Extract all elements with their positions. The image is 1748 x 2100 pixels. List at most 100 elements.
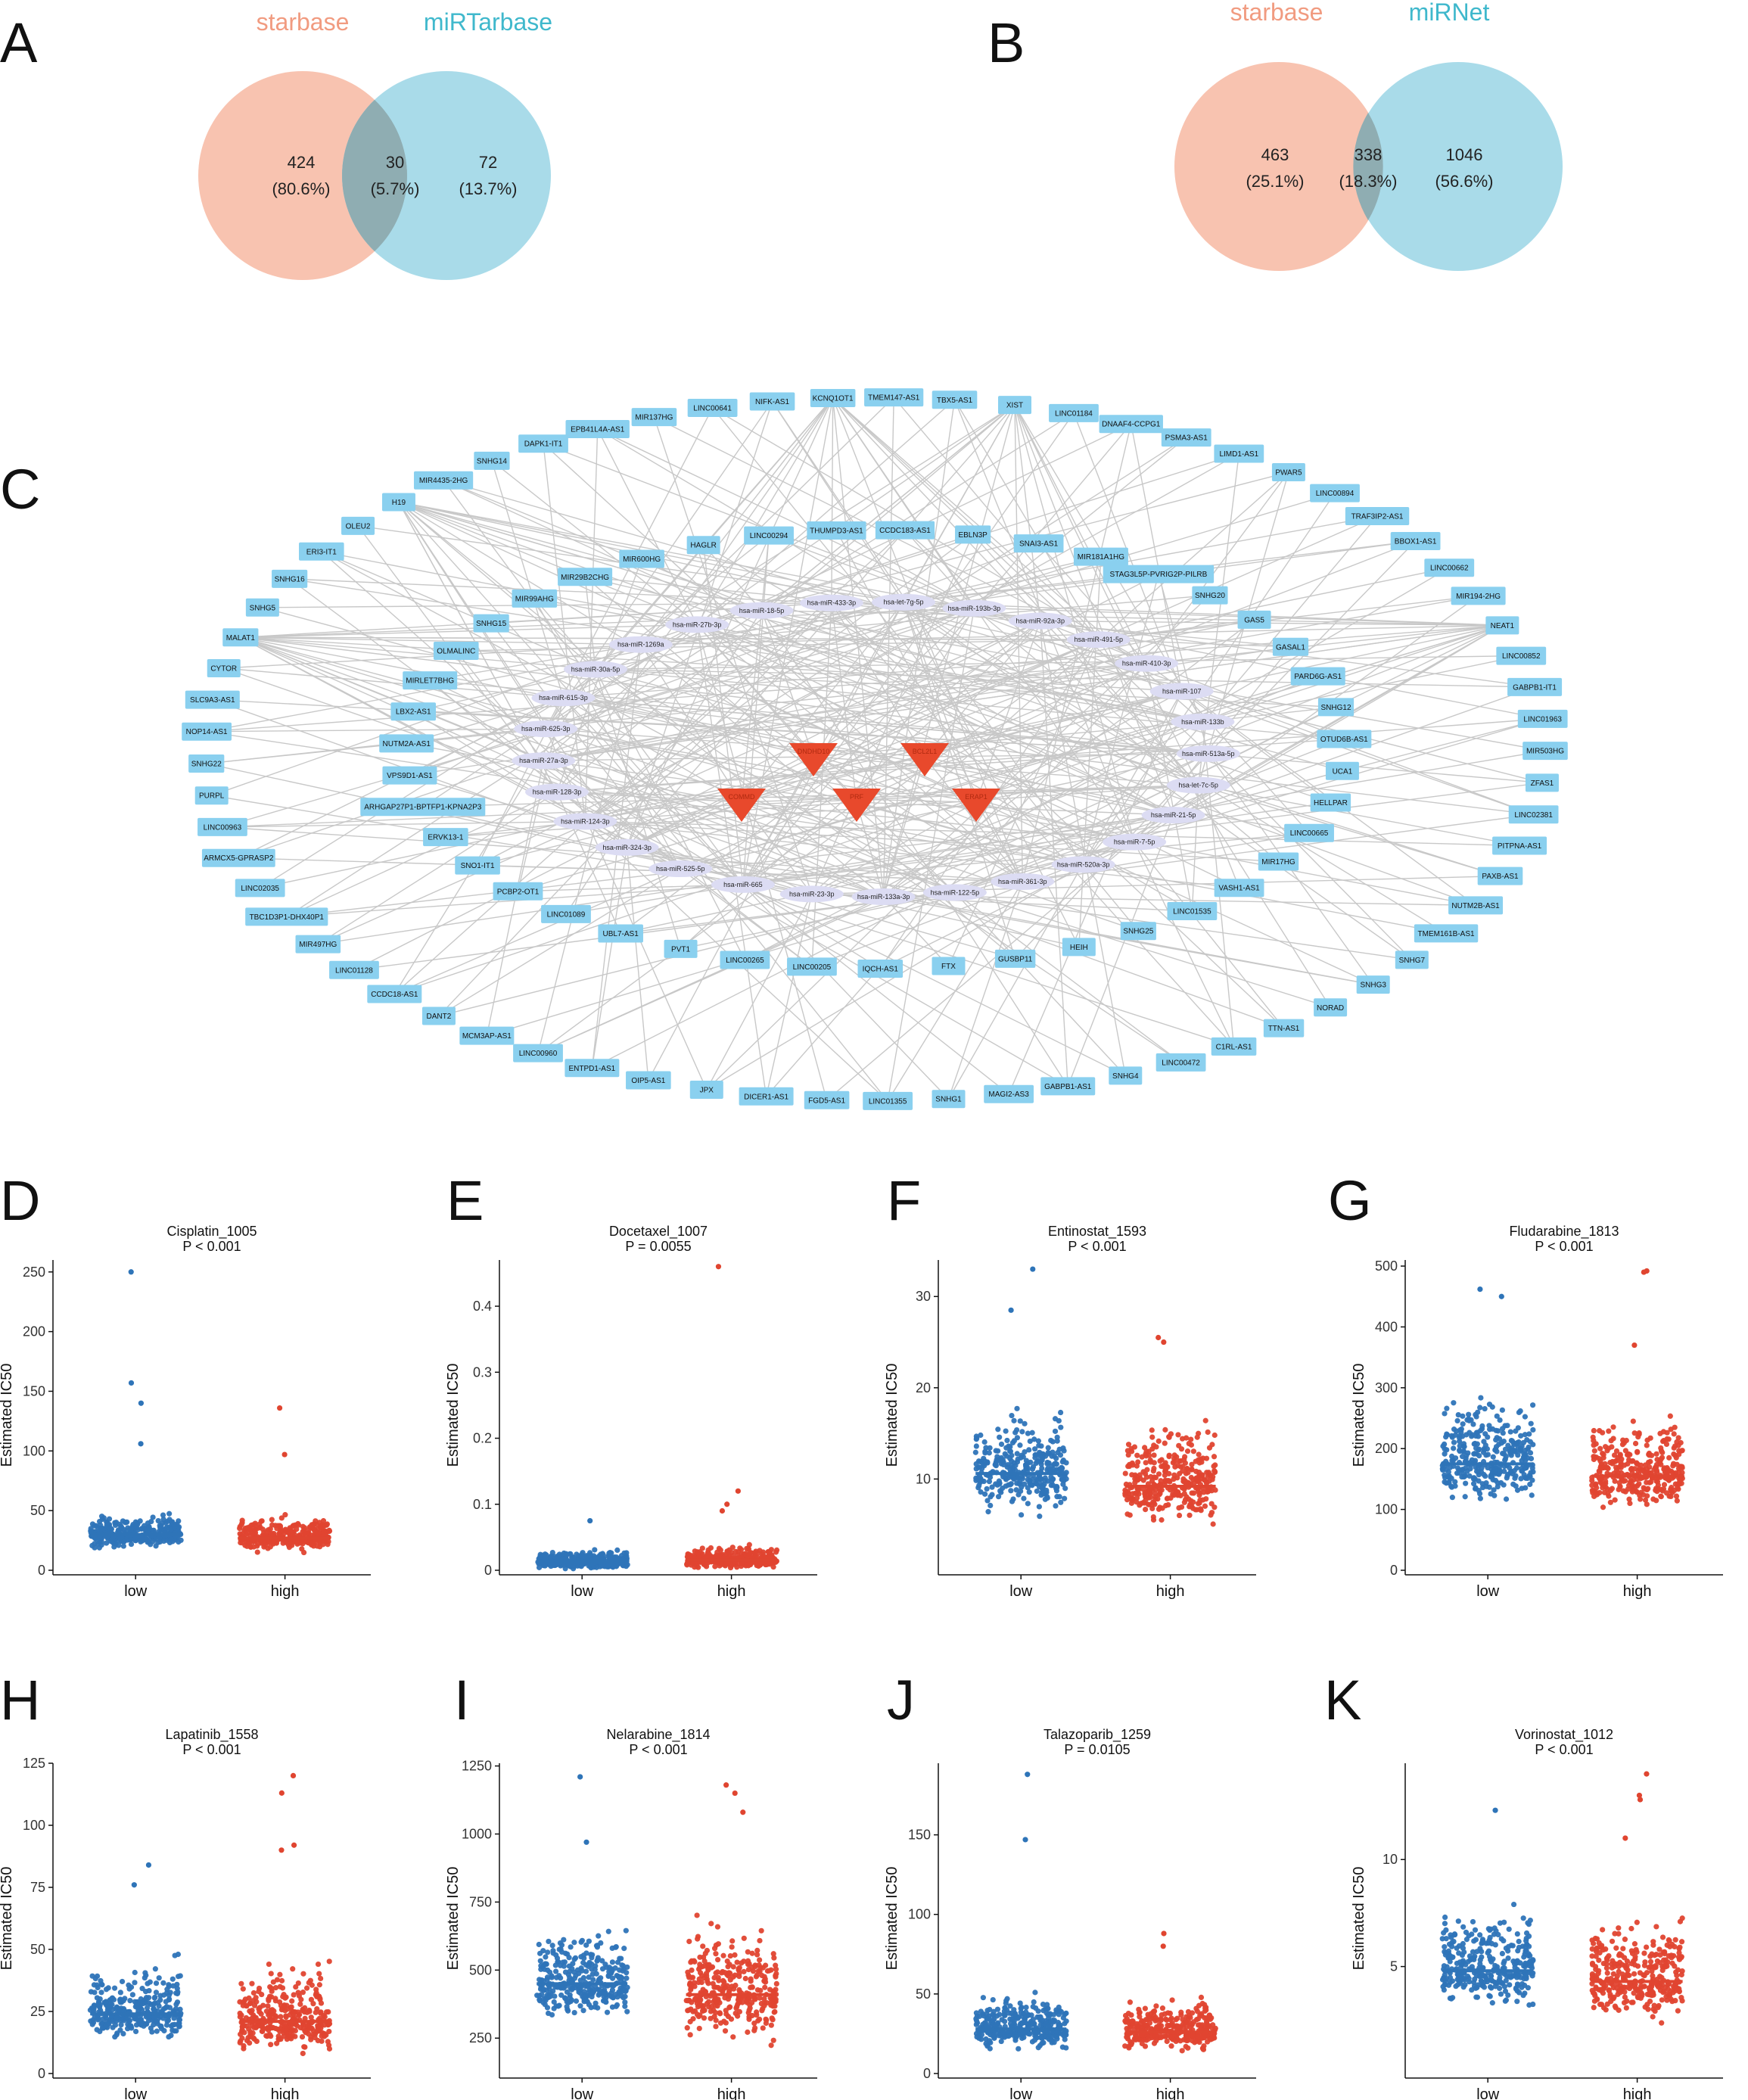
outer-node-label: TRAF3IP2-AS1 (1351, 513, 1404, 521)
inner-node-label: ARHGAP27P1-BPTFP1-KPNA2P3 (364, 804, 481, 812)
network-edge (1083, 493, 1336, 865)
outer-node-label: DNAAF4-CCPG1 (1102, 421, 1161, 429)
outer-node-label: PSMA3-AS1 (1165, 434, 1208, 443)
outer-node-label: MIR497HG (299, 941, 337, 949)
outer-node-label: MCM3AP-AS1 (462, 1032, 512, 1041)
inner-node-box (1013, 534, 1064, 553)
lncrna-node-snhg3: SNHG3 (1356, 975, 1390, 994)
point (1054, 1434, 1060, 1440)
lncrna-node-tbc1d3p1-dhx40p1: TBC1D3P1-DHX40P1 (245, 907, 328, 926)
point (278, 2014, 284, 2020)
outlier-point (291, 1842, 297, 1848)
point (98, 1990, 104, 1996)
point (571, 1940, 577, 1946)
point (259, 2028, 265, 2034)
inner-node-box (1103, 565, 1215, 583)
point (586, 2002, 593, 2008)
network-edge (856, 801, 885, 898)
inner-node-label: MIR600HG (623, 555, 661, 564)
point (250, 1990, 257, 1996)
lncrna-node-vps9d1-as1: VPS9D1-AS1 (382, 766, 437, 785)
mirna-node-hsa-mir-27a-3p: hsa-miR-27a-3p (512, 752, 576, 770)
point (132, 2028, 139, 2035)
outer-node-label: MIR194-2HG (1456, 593, 1501, 601)
network-edge (626, 847, 649, 1081)
venn-b-mid-count: 338 (1355, 145, 1383, 164)
point (562, 1950, 568, 1956)
venn-b-right-count: 1046 (1446, 145, 1483, 164)
point (267, 1983, 273, 1990)
outer-node-label: LINC00662 (1430, 565, 1469, 573)
gene-node-bcl2l1: BCL2L1 (900, 743, 949, 776)
mirna-node-hsa-mir-525-5p: hsa-miR-525-5p (649, 860, 713, 878)
inner-node-label: LINC00665 (1290, 829, 1329, 838)
point (724, 1548, 730, 1554)
point (609, 1968, 615, 1974)
y-tick-label: 0.1 (473, 1497, 492, 1512)
mirna-node-hsa-mir-107: hsa-miR-107 (1149, 683, 1214, 700)
point (984, 1486, 990, 1492)
inner-node-label: VASH1-AS1 (1218, 885, 1260, 893)
y-tick-label: 30 (916, 1289, 931, 1304)
point (1672, 1443, 1678, 1449)
point (1165, 1495, 1171, 1501)
point (1025, 1485, 1031, 1491)
point (1473, 1411, 1479, 1417)
mirna-node-hsa-mir-133a-3p: hsa-miR-133a-3p (851, 888, 916, 905)
outer-node-box (341, 516, 375, 535)
outlier-point (145, 1862, 152, 1868)
inner-node-box (1325, 761, 1359, 780)
network-edge (627, 801, 742, 848)
outer-node-box (626, 1071, 671, 1090)
network-edge (696, 624, 767, 1097)
network-edge (317, 792, 558, 945)
inner-node-box (473, 614, 509, 633)
point (1134, 1452, 1140, 1458)
network-edge (491, 460, 565, 698)
point (250, 2030, 256, 2036)
outer-node-label: CYTOR (210, 664, 237, 673)
outlier-point (577, 1774, 583, 1780)
network-edge (765, 894, 813, 1097)
point (1197, 1506, 1204, 1512)
outer-node-box (1477, 866, 1523, 885)
point (564, 1552, 570, 1558)
outer-node-box (1356, 975, 1390, 994)
point (1482, 1405, 1488, 1412)
mirna-label: hsa-miR-23-3p (789, 890, 835, 898)
outlier-point (735, 1488, 741, 1494)
point (1467, 1417, 1473, 1423)
network-edge (207, 663, 1147, 733)
point (1477, 1405, 1483, 1411)
point (1151, 1460, 1157, 1466)
network-edge (591, 644, 642, 1069)
point (261, 1544, 267, 1550)
point (1459, 1433, 1466, 1439)
inner-node-box (1167, 902, 1218, 921)
inner-node-label: LINC00205 (793, 963, 832, 972)
lncrna-node-mir194-2hg: MIR194-2HG (1451, 586, 1506, 605)
point (1503, 1454, 1509, 1460)
y-tick-label: 200 (1375, 1441, 1398, 1456)
point (580, 1960, 586, 1966)
point (581, 1554, 587, 1560)
outer-node-label: SNHG14 (477, 457, 507, 465)
point (1007, 1455, 1013, 1461)
point (296, 1993, 303, 1999)
point (159, 1520, 166, 1526)
chart-title: Entinostat_1593 (1048, 1224, 1146, 1240)
outer-node-box (182, 722, 232, 741)
point (306, 1527, 312, 1533)
point (266, 1961, 272, 1968)
point (1202, 1503, 1208, 1509)
mirna-node-hsa-mir-27b-3p: hsa-miR-27b-3p (665, 616, 729, 633)
outer-node-box (207, 658, 241, 677)
lncrna-node-gas5: GAS5 (1237, 610, 1271, 629)
y-tick-label: 500 (1375, 1258, 1398, 1274)
outlier-point (138, 1441, 144, 1447)
network-edge (1014, 405, 1024, 882)
point (752, 1962, 758, 1968)
point (1482, 1431, 1488, 1437)
network-edge (702, 545, 744, 885)
point (1600, 1451, 1606, 1458)
